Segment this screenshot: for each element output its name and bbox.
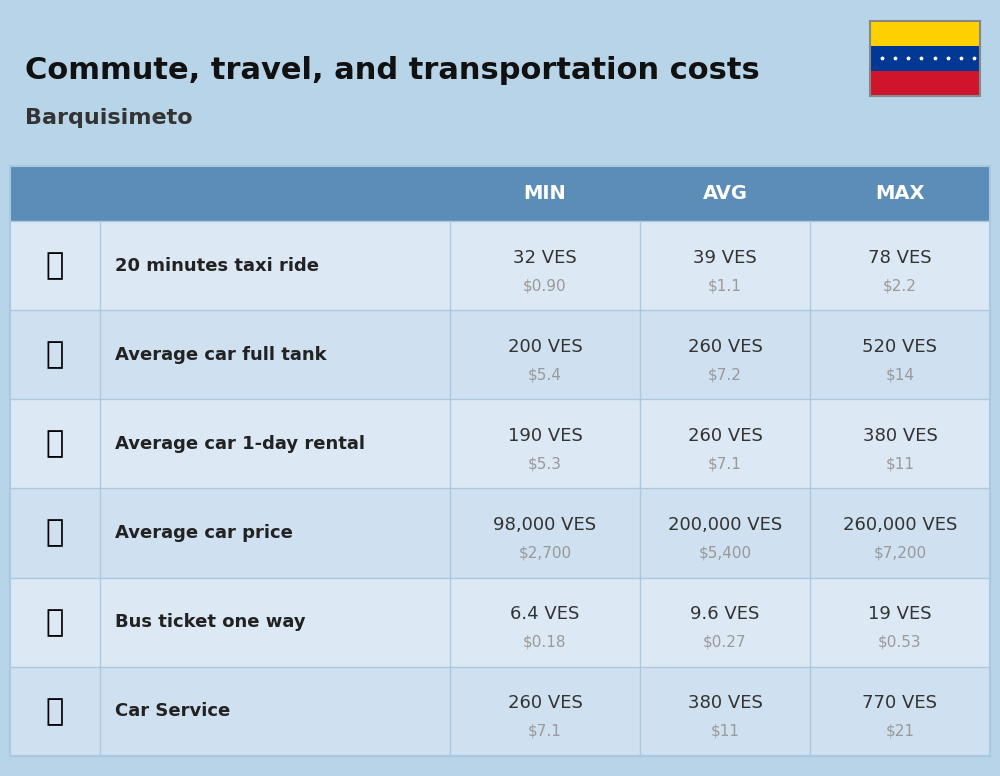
FancyBboxPatch shape	[10, 577, 990, 667]
Text: $7,200: $7,200	[873, 546, 927, 560]
FancyBboxPatch shape	[10, 221, 990, 310]
FancyBboxPatch shape	[10, 489, 990, 577]
Text: $0.18: $0.18	[523, 635, 567, 650]
Text: MAX: MAX	[875, 184, 925, 203]
Text: $11: $11	[710, 724, 740, 739]
Text: 🚗: 🚗	[46, 518, 64, 548]
FancyBboxPatch shape	[870, 21, 980, 46]
Text: $2,700: $2,700	[518, 546, 572, 560]
FancyBboxPatch shape	[870, 71, 980, 96]
Text: $0.27: $0.27	[703, 635, 747, 650]
Text: $2.2: $2.2	[883, 278, 917, 293]
Text: 78 VES: 78 VES	[868, 248, 932, 267]
Text: 39 VES: 39 VES	[693, 248, 757, 267]
Text: $11: $11	[886, 456, 914, 471]
Text: 32 VES: 32 VES	[513, 248, 577, 267]
Text: 🚌: 🚌	[46, 608, 64, 637]
Text: $5,400: $5,400	[698, 546, 752, 560]
Text: 190 VES: 190 VES	[508, 427, 582, 445]
FancyBboxPatch shape	[10, 667, 990, 756]
Text: 🚕: 🚕	[46, 251, 64, 280]
Text: $14: $14	[886, 367, 914, 383]
Text: 🔧: 🔧	[46, 697, 64, 726]
Text: 260 VES: 260 VES	[508, 695, 582, 712]
Text: $7.2: $7.2	[708, 367, 742, 383]
Text: MIN: MIN	[524, 184, 566, 203]
Text: AVG: AVG	[702, 184, 748, 203]
Text: 260 VES: 260 VES	[688, 338, 762, 355]
Text: 98,000 VES: 98,000 VES	[493, 516, 597, 534]
Text: 🚙: 🚙	[46, 429, 64, 459]
Text: Bus ticket one way: Bus ticket one way	[115, 613, 306, 631]
Text: $5.3: $5.3	[528, 456, 562, 471]
FancyBboxPatch shape	[10, 166, 450, 221]
Text: 200,000 VES: 200,000 VES	[668, 516, 782, 534]
Text: $7.1: $7.1	[708, 456, 742, 471]
Text: $21: $21	[886, 724, 914, 739]
Text: Average car full tank: Average car full tank	[115, 346, 327, 364]
Text: 380 VES: 380 VES	[863, 427, 937, 445]
Text: 260,000 VES: 260,000 VES	[843, 516, 957, 534]
Text: $1.1: $1.1	[708, 278, 742, 293]
FancyBboxPatch shape	[810, 166, 990, 221]
Text: 9.6 VES: 9.6 VES	[690, 605, 760, 623]
FancyBboxPatch shape	[870, 46, 980, 71]
Text: Average car price: Average car price	[115, 524, 293, 542]
Text: $0.53: $0.53	[878, 635, 922, 650]
Text: 770 VES: 770 VES	[862, 695, 938, 712]
Text: ⛽️: ⛽️	[46, 340, 64, 369]
Text: 520 VES: 520 VES	[862, 338, 938, 355]
Text: 260 VES: 260 VES	[688, 427, 762, 445]
FancyBboxPatch shape	[640, 166, 810, 221]
Text: $5.4: $5.4	[528, 367, 562, 383]
Text: Average car 1-day rental: Average car 1-day rental	[115, 435, 365, 453]
FancyBboxPatch shape	[10, 310, 990, 400]
Text: Barquisimeto: Barquisimeto	[25, 108, 193, 128]
Text: $0.90: $0.90	[523, 278, 567, 293]
FancyBboxPatch shape	[450, 166, 640, 221]
Text: 380 VES: 380 VES	[688, 695, 762, 712]
Text: 19 VES: 19 VES	[868, 605, 932, 623]
FancyBboxPatch shape	[10, 400, 990, 489]
Text: 6.4 VES: 6.4 VES	[510, 605, 580, 623]
Text: 200 VES: 200 VES	[508, 338, 582, 355]
Text: Car Service: Car Service	[115, 702, 230, 720]
Text: Commute, travel, and transportation costs: Commute, travel, and transportation cost…	[25, 56, 760, 85]
Text: 20 minutes taxi ride: 20 minutes taxi ride	[115, 257, 319, 275]
Text: $7.1: $7.1	[528, 724, 562, 739]
